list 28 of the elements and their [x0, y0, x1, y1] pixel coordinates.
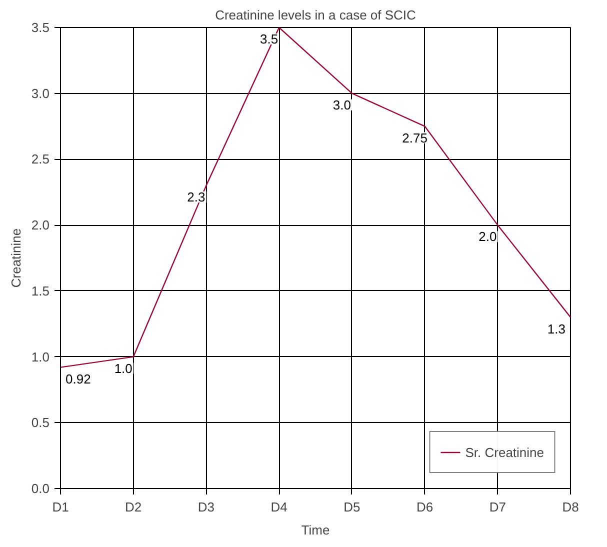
y-tick-label: 0.0 [31, 481, 50, 496]
data-label: 0.92 [66, 371, 91, 386]
legend-label: Sr. Creatinine [465, 444, 544, 460]
x-tick-label: D2 [125, 500, 142, 514]
x-tick-label: D5 [344, 500, 360, 514]
chart-title: Creatinine levels in a case of SCIC [215, 8, 416, 22]
y-tick-label: 3.5 [31, 20, 50, 35]
y-tick-label: 1.5 [31, 283, 50, 298]
y-tick-label: 0.5 [31, 415, 50, 430]
y-tick-label: 2.5 [31, 152, 50, 167]
y-axis-title: Creatinine [8, 228, 24, 288]
x-tick-label: D7 [489, 500, 506, 514]
data-label: 2.0 [478, 229, 497, 244]
x-tick-label: D3 [198, 500, 215, 514]
data-label: 1.0 [114, 360, 132, 376]
data-label: 1.3 [547, 321, 566, 336]
x-tick-label: D6 [416, 500, 434, 514]
x-tick-label: D1 [52, 500, 69, 514]
x-tick-label: D8 [562, 500, 579, 514]
data-label: 3.5 [260, 32, 278, 46]
x-axis-title: Time [301, 522, 330, 538]
data-label: 2.75 [402, 130, 428, 146]
y-tick-label: 2.0 [31, 218, 50, 233]
data-label: 3.0 [332, 97, 351, 112]
x-tick-label: D4 [270, 500, 288, 514]
data-label: 2.3 [187, 190, 206, 205]
y-tick-label: 3.0 [31, 86, 50, 101]
y-tick-label: 1.0 [31, 349, 50, 364]
